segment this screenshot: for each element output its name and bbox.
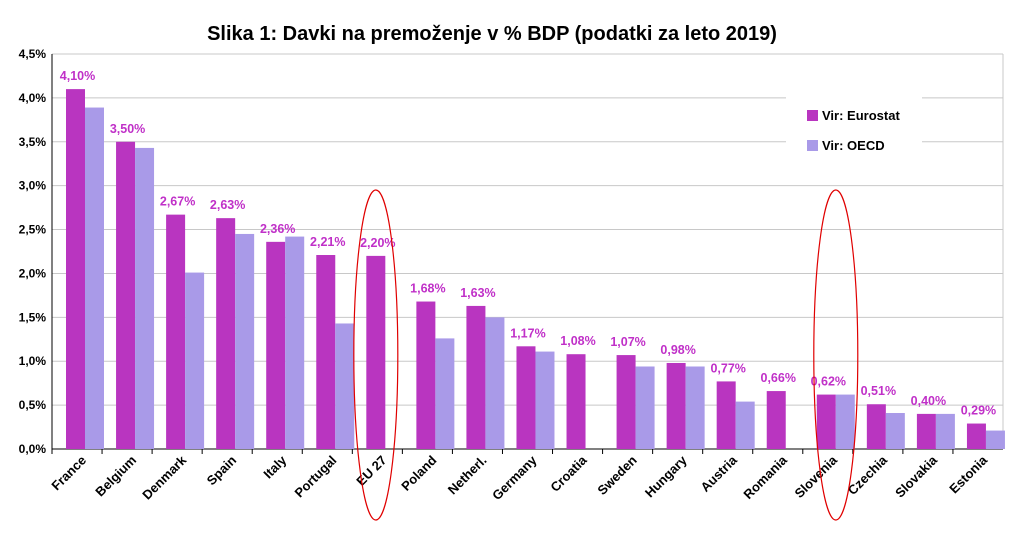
data-label-romania: 0,66% (761, 371, 796, 385)
legend-label-eurostat: Vir: Eurostat (822, 108, 900, 123)
y-tick-label: 3,5% (19, 135, 47, 149)
bar-eurostat-sweden (616, 355, 636, 449)
x-tick-label-portugal: Portugal (292, 453, 340, 501)
bar-eurostat-portugal (316, 255, 336, 449)
bar-eurostat-romania (766, 391, 786, 449)
bar-oecd-poland (435, 338, 455, 449)
x-tick-label-czechia: Czechia (845, 452, 891, 498)
x-tick-label-sweden: Sweden (594, 452, 639, 497)
y-tick-label: 0,0% (19, 442, 47, 456)
bar-eurostat-spain (216, 218, 236, 449)
bar-eurostat-netherl (466, 305, 486, 449)
bar-oecd-slovakia (935, 413, 955, 449)
data-label-hungary: 0,98% (660, 343, 695, 357)
x-tick-labels: France Belgium Denmark Spain Italy Portugal EU… (48, 452, 990, 503)
y-tick-label: 4,5% (19, 47, 47, 61)
data-label-eu-27: 2,20% (360, 236, 395, 250)
bar-oecd-austria (735, 401, 755, 449)
x-tick-label-netherl: Netherl. (445, 453, 490, 498)
bar-oecd-belgium (135, 147, 155, 449)
chart-title: Slika 1: Davki na premoženje v % BDP (po… (207, 23, 777, 45)
bar-oecd-hungary (685, 366, 705, 449)
bar-oecd-germany (535, 351, 555, 449)
y-tick-label: 3,0% (19, 179, 47, 193)
bar-eurostat-denmark (166, 214, 186, 449)
y-tick-label: 2,5% (19, 223, 47, 237)
data-label-austria: 0,77% (710, 361, 745, 375)
x-tick-label-hungary: Hungary (642, 452, 690, 500)
bar-eurostat-estonia (966, 423, 986, 449)
bar-oecd-netherl (485, 317, 505, 449)
highlight-ellipse-eu-27 (353, 189, 399, 521)
legend: Vir: Eurostat Vir: OECD (786, 96, 922, 164)
data-label-slovenia: 0,62% (811, 375, 846, 389)
legend-swatch-eurostat (807, 110, 818, 121)
bar-oecd-italy (285, 236, 305, 449)
gridlines (52, 53, 1003, 450)
bar-oecd-sweden (635, 366, 655, 449)
y-tick-label: 0,5% (19, 398, 47, 412)
data-label-estonia: 0,29% (961, 404, 996, 418)
bar-eurostat-eu-27 (366, 255, 386, 449)
data-label-slovakia: 0,40% (911, 394, 946, 408)
bars (66, 89, 1005, 450)
data-label-germany: 1,17% (510, 326, 545, 340)
y-tick-label: 4,0% (19, 91, 47, 105)
x-tick-label-austria: Austria (698, 452, 741, 495)
data-labels: 4,10% 3,50% 2,67% 2,63% 2,36% 2,21% 2,20% 1,68%… (60, 69, 996, 417)
data-label-netherl: 1,63% (460, 286, 495, 300)
bar-oecd-denmark (185, 272, 205, 449)
bar-oecd-france (85, 107, 104, 450)
data-label-czechia: 0,51% (861, 384, 896, 398)
data-label-italy: 2,36% (260, 222, 295, 236)
bar-eurostat-germany (516, 346, 536, 449)
data-label-portugal: 2,21% (310, 235, 345, 249)
bar-oecd-portugal (335, 323, 355, 449)
data-label-belgium: 3,50% (110, 122, 145, 136)
bar-oecd-spain (235, 233, 255, 449)
x-tick-label-slovenia: Slovenia (792, 452, 841, 501)
x-tick-label-romania: Romania (740, 452, 790, 502)
bar-eurostat-austria (716, 381, 736, 449)
bar-eurostat-croatia (566, 354, 586, 449)
bar-eurostat-czechia (866, 404, 886, 449)
data-label-denmark: 2,67% (160, 195, 195, 209)
x-tick-label-denmark: Denmark (139, 452, 189, 502)
data-label-sweden: 1,07% (610, 335, 645, 349)
bar-eurostat-italy (266, 241, 286, 449)
x-tick-label-italy: Italy (260, 452, 290, 482)
bar-oecd-estonia (985, 430, 1005, 449)
x-tick-label-estonia: Estonia (946, 452, 990, 496)
bar-eurostat-france (66, 89, 85, 449)
data-label-poland: 1,68% (410, 282, 445, 296)
data-label-spain: 2,63% (210, 198, 245, 212)
x-tick-label-belgium: Belgium (92, 453, 139, 500)
y-tick-label: 1,5% (19, 310, 47, 324)
y-tick-labels: 0,0% 0,5% 1,0% 1,5% 2,0% 2,5% 3,0% 3,5% 4,0% 4,5% (19, 47, 47, 456)
y-tick-label: 1,0% (19, 354, 47, 368)
legend-label-oecd: Vir: OECD (822, 138, 885, 153)
bar-oecd-slovenia (835, 394, 855, 449)
x-tick-label-germany: Germany (489, 452, 540, 503)
y-tick-label: 2,0% (19, 266, 47, 280)
x-tick-label-spain: Spain (204, 452, 240, 488)
x-tick-label-slovakia: Slovakia (892, 452, 940, 500)
bar-eurostat-slovakia (916, 413, 936, 449)
bar-eurostat-poland (416, 301, 436, 449)
bar-eurostat-slovenia (816, 394, 836, 449)
bar-oecd-czechia (885, 413, 905, 449)
highlight-ellipse-slovenia (813, 189, 859, 521)
bar-eurostat-belgium (116, 141, 136, 449)
legend-box (786, 96, 922, 164)
data-label-croatia: 1,08% (560, 334, 595, 348)
highlight-ellipses (353, 189, 859, 521)
x-tick-label-france: France (48, 453, 89, 494)
x-tick-label-poland: Poland (398, 452, 439, 493)
data-label-france: 4,10% (60, 69, 95, 83)
legend-swatch-oecd (807, 140, 818, 151)
bar-eurostat-hungary (666, 362, 686, 449)
x-tick-label-croatia: Croatia (547, 452, 590, 495)
